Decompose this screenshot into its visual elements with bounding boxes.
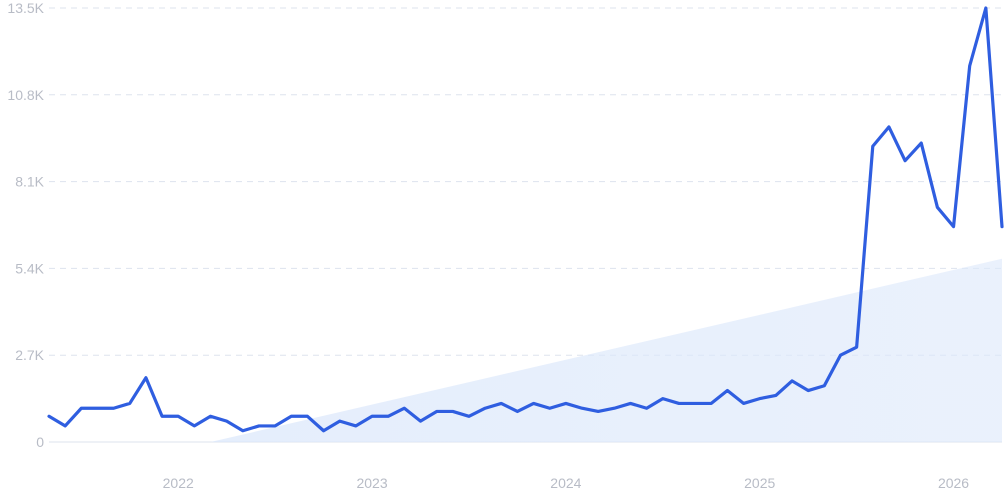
data-point[interactable] — [449, 407, 457, 415]
data-point[interactable] — [239, 427, 247, 435]
data-point[interactable] — [433, 407, 441, 415]
data-point[interactable] — [530, 399, 538, 407]
data-point[interactable] — [368, 412, 376, 420]
data-point[interactable] — [804, 387, 812, 395]
y-tick-label: 5.4K — [15, 260, 44, 276]
data-point[interactable] — [562, 399, 570, 407]
data-point[interactable] — [966, 62, 974, 70]
series-line — [47, 6, 1004, 433]
data-point[interactable] — [756, 395, 764, 403]
y-tick-label: 8.1K — [15, 174, 44, 190]
data-point[interactable] — [126, 399, 134, 407]
data-point[interactable] — [788, 377, 796, 385]
data-point[interactable] — [142, 374, 150, 382]
y-tick-label: 0 — [36, 434, 44, 450]
data-point[interactable] — [320, 427, 328, 435]
data-point[interactable] — [659, 395, 667, 403]
data-point[interactable] — [303, 412, 311, 420]
data-point[interactable] — [255, 422, 263, 430]
trend-area — [210, 258, 1003, 442]
data-point[interactable] — [610, 404, 618, 412]
data-point[interactable] — [158, 412, 166, 420]
y-tick-label: 2.7K — [15, 347, 44, 363]
x-tick-label: 2024 — [550, 475, 581, 491]
data-point[interactable] — [400, 404, 408, 412]
data-point[interactable] — [885, 123, 893, 131]
data-point[interactable] — [93, 404, 101, 412]
data-point[interactable] — [497, 399, 505, 407]
data-point[interactable] — [287, 412, 295, 420]
data-point[interactable] — [336, 417, 344, 425]
data-point[interactable] — [384, 412, 392, 420]
data-point[interactable] — [933, 203, 941, 211]
data-point[interactable] — [546, 404, 554, 412]
data-point[interactable] — [465, 412, 473, 420]
data-point[interactable] — [77, 404, 85, 412]
y-tick-label: 10.8K — [7, 87, 44, 103]
data-point[interactable] — [950, 223, 958, 231]
data-point[interactable] — [271, 422, 279, 430]
data-point[interactable] — [643, 404, 651, 412]
x-tick-label: 2026 — [938, 475, 969, 491]
data-point[interactable] — [61, 422, 69, 430]
data-point[interactable] — [723, 387, 731, 395]
data-point[interactable] — [207, 412, 215, 420]
data-point[interactable] — [917, 139, 925, 147]
x-tick-label: 2025 — [744, 475, 775, 491]
data-point[interactable] — [853, 343, 861, 351]
data-point[interactable] — [691, 399, 699, 407]
x-tick-label: 2022 — [163, 475, 194, 491]
data-point[interactable] — [772, 391, 780, 399]
data-point[interactable] — [352, 422, 360, 430]
data-point[interactable] — [675, 399, 683, 407]
data-point[interactable] — [481, 404, 489, 412]
data-point[interactable] — [869, 142, 877, 150]
data-point[interactable] — [836, 351, 844, 359]
x-tick-label: 2023 — [356, 475, 387, 491]
data-point[interactable] — [110, 404, 118, 412]
data-point[interactable] — [174, 412, 182, 420]
data-point[interactable] — [998, 223, 1006, 231]
data-point[interactable] — [594, 407, 602, 415]
data-point[interactable] — [982, 4, 990, 12]
data-point[interactable] — [626, 399, 634, 407]
y-tick-label: 13.5K — [7, 0, 44, 16]
data-point[interactable] — [417, 417, 425, 425]
data-point[interactable] — [901, 157, 909, 165]
data-point[interactable] — [513, 407, 521, 415]
data-point[interactable] — [190, 422, 198, 430]
data-point[interactable] — [740, 399, 748, 407]
data-point[interactable] — [820, 382, 828, 390]
data-point[interactable] — [45, 412, 53, 420]
data-point[interactable] — [707, 399, 715, 407]
data-point[interactable] — [223, 417, 231, 425]
data-point[interactable] — [578, 404, 586, 412]
